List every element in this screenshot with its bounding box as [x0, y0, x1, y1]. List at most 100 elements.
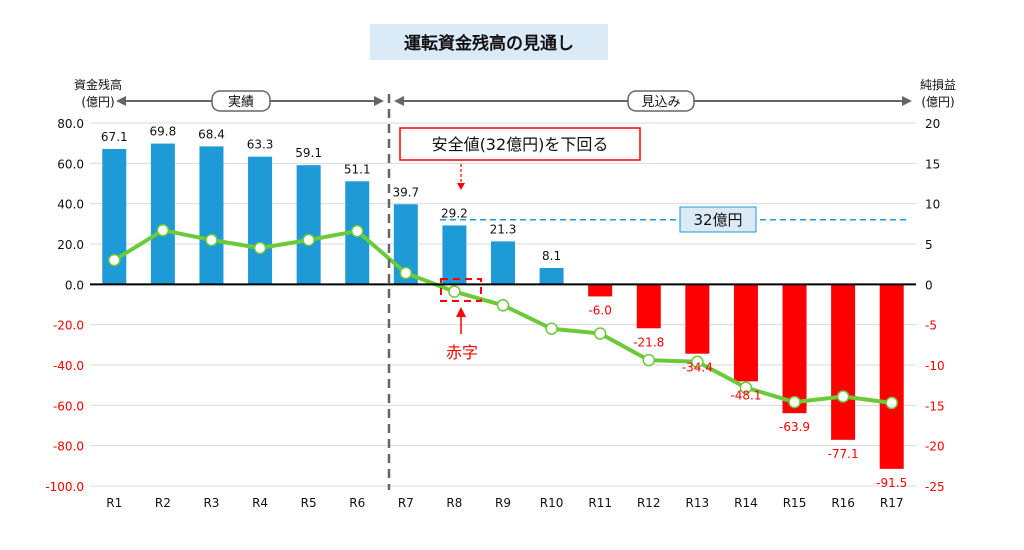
deficit-arrow-head [456, 307, 466, 317]
right-tick-label: 10 [925, 198, 940, 212]
left-tick-label: -40.0 [53, 359, 84, 373]
x-tick-label: R10 [540, 496, 564, 510]
left-axis-unit: (億円) [81, 95, 114, 109]
right-axis-label: 純損益 [920, 77, 956, 92]
left-tick-label: 40.0 [57, 198, 84, 212]
threshold-label-box [679, 206, 757, 233]
right-tick-label: -20 [925, 440, 945, 454]
callout-arrow-head [457, 183, 465, 190]
net-income-point-R8 [448, 285, 461, 298]
net-income-point-R1 [108, 253, 121, 267]
bar-R4 [248, 156, 273, 285]
bar-R14 [733, 284, 758, 382]
net-income-point-R16 [836, 390, 850, 403]
net-income-point-R3 [205, 233, 218, 247]
bar-R17 [879, 284, 904, 469]
net-income-point-R9 [496, 299, 510, 312]
x-tick-label: R9 [495, 496, 511, 510]
net-income-point-R5 [302, 233, 315, 247]
x-tick-label: R1 [106, 496, 122, 510]
bar-R13 [685, 284, 710, 354]
right-tick-label: 0 [925, 278, 933, 292]
bar-value-label: -21.8 [633, 335, 664, 349]
x-tick-label: R8 [446, 496, 462, 510]
bar-R10 [539, 267, 564, 285]
bar-value-label: 51.1 [344, 162, 371, 176]
bar-R16 [831, 284, 856, 440]
net-income-point-R4 [253, 241, 267, 255]
forecast-label-box [627, 90, 695, 112]
x-tick-label: R4 [252, 496, 268, 510]
bar-value-label: -77.1 [828, 447, 859, 461]
bar-value-label: 59.1 [295, 146, 322, 160]
left-tick-label: 0.0 [65, 278, 84, 292]
left-tick-label: -20.0 [53, 319, 84, 333]
net-income-point-R13 [691, 355, 704, 369]
bar-value-label: -34.4 [682, 361, 713, 375]
left-tick-label: 60.0 [57, 157, 84, 171]
bar-value-label: -91.5 [876, 476, 907, 490]
left-axis-label: 資金残高 [74, 77, 122, 92]
x-tick-label: R7 [398, 496, 414, 510]
bar-R11 [588, 284, 613, 297]
x-tick-label: R11 [588, 496, 612, 510]
net-income-point-R10 [545, 322, 558, 335]
net-income-point-R2 [156, 224, 170, 237]
chart-title: 運転資金残高の見通し [404, 33, 574, 54]
left-tick-label: 20.0 [57, 238, 84, 252]
net-income-point-R17 [885, 396, 898, 410]
deficit-marker [440, 278, 482, 302]
right-tick-label: -15 [925, 399, 945, 413]
net-income-point-R6 [350, 224, 364, 238]
callout-text: 安全値(32億円)を下回る [432, 135, 609, 154]
x-tick-label: R16 [831, 496, 855, 510]
x-tick-label: R6 [349, 496, 365, 510]
bar-value-label: 68.4 [198, 127, 225, 141]
bar-value-label: 67.1 [101, 130, 128, 144]
bar-R9 [491, 241, 515, 285]
x-tick-label: R3 [203, 496, 219, 510]
net-income-point-R7 [399, 266, 413, 280]
x-tick-label: R15 [783, 496, 807, 510]
x-tick-label: R2 [155, 496, 171, 510]
net-income-point-R14 [739, 381, 753, 394]
net-income-point-R11 [593, 327, 607, 340]
right-axis-unit: (億円) [921, 95, 954, 109]
title-box [370, 24, 608, 60]
bar-R2 [150, 143, 175, 285]
left-tick-label: 80.0 [57, 117, 84, 131]
right-tick-label: -10 [925, 359, 945, 373]
actual-label-box [211, 90, 271, 112]
bar-value-label: 69.8 [150, 125, 177, 139]
forecast-period-label: 見込み [641, 95, 680, 110]
bar-value-label: 39.7 [392, 185, 419, 199]
right-tick-label: 15 [925, 157, 940, 171]
actual-period-label: 実績 [228, 94, 254, 110]
x-tick-label: R5 [301, 496, 317, 510]
left-tick-label: -80.0 [53, 440, 84, 454]
bar-R15 [782, 284, 807, 414]
x-tick-label: R13 [686, 496, 710, 510]
left-tick-label: -100.0 [45, 480, 84, 494]
bar-value-label: 63.3 [247, 138, 274, 152]
x-tick-label: R14 [734, 496, 758, 510]
bar-value-label: -6.0 [588, 303, 611, 317]
callout-box [399, 127, 641, 161]
bar-R8 [442, 225, 467, 285]
right-tick-label: -25 [925, 480, 945, 494]
right-tick-label: -5 [925, 319, 937, 333]
bar-R5 [296, 165, 321, 285]
x-tick-label: R12 [637, 496, 661, 510]
left-tick-label: -60.0 [53, 399, 84, 413]
bar-R12 [636, 284, 661, 329]
bar-R3 [199, 146, 224, 285]
bar-value-label: 21.3 [490, 222, 517, 236]
right-tick-label: 5 [925, 238, 933, 252]
bar-value-label: -48.1 [730, 388, 761, 402]
net-income-point-R15 [788, 395, 801, 409]
right-tick-label: 20 [925, 117, 940, 131]
threshold-label: 32億円 [693, 211, 742, 229]
bar-value-label: 8.1 [542, 249, 561, 263]
deficit-label: 赤字 [446, 343, 478, 362]
